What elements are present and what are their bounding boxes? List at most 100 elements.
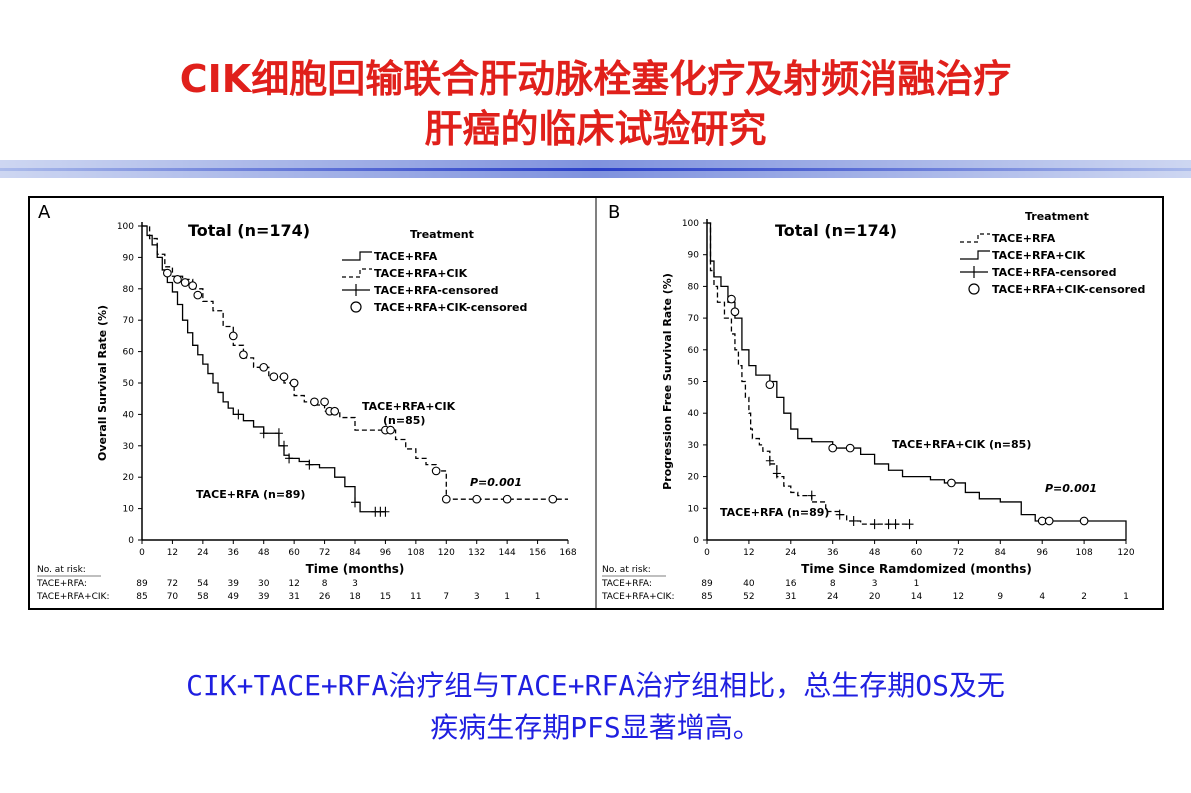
panel-b-risk-value: 9 [997, 592, 1003, 602]
panel-b-risk-value: 4 [1039, 592, 1045, 602]
panel-b-risk-value: 8 [830, 579, 836, 589]
panel-a-risk-value: 54 [197, 579, 209, 589]
panel-a-x-tick-label: 96 [380, 548, 392, 558]
panel-a-series-tace-rfa-cik-censor-mark [548, 494, 558, 504]
panel-a-series-tace-rfa-censor-mark [274, 428, 283, 439]
panel-b-series-tace-rfa-cik-censor-mark [947, 478, 956, 488]
panel-a-x-tick-label: 72 [319, 548, 330, 558]
panel-b-series-tace-rfa-censor-mark [884, 519, 893, 530]
panel-b-x-tick-label: 48 [869, 548, 881, 558]
panel-b-x-tick-label: 12 [743, 548, 754, 558]
panel-b-risk-value: 52 [743, 592, 754, 602]
panel-a-series-tace-rfa-cik-censor-mark [431, 466, 441, 476]
panel-a-y-tick-label: 50 [123, 379, 135, 389]
panel-a-series-tace-rfa-censor-mark [381, 506, 390, 517]
panel-a-label: A [38, 202, 51, 223]
panel-b-series-tace-rfa-line [707, 222, 910, 525]
panel-a-series-tace-rfa-cik-censor-mark [228, 331, 238, 341]
panel-b-annotation-p-value: P=0.001 [1045, 482, 1097, 495]
panel-a-risk-value: 1 [504, 592, 510, 602]
panel-a-x-tick-label: 156 [529, 548, 546, 558]
panel-a-x-tick-label: 36 [228, 548, 240, 558]
panel-a-legend-item-3-label: TACE+RFA+CIK-censored [374, 301, 527, 314]
panel-b-legend-item-3-label: TACE+RFA+CIK-censored [992, 283, 1145, 296]
panel-b-y-axis-label: Progression Free Survival Rate (%) [661, 273, 674, 490]
panel-b-series-tace-rfa-censor-mark [772, 468, 781, 479]
panel-b-x-tick-label: 24 [785, 548, 797, 558]
panel-a-legend-item-0-line [342, 251, 372, 261]
panel-b-x-tick-label: 60 [911, 548, 923, 558]
panel-a-y-tick-label: 100 [117, 222, 134, 232]
panel-a-legend-item-2-label: TACE+RFA-censored [374, 284, 498, 297]
title-divider-line [0, 168, 1191, 171]
panel-a-legend-item-0-label: TACE+RFA [374, 250, 438, 263]
panel-a-series-tace-rfa-cik-censor-mark [269, 372, 279, 382]
panel-a-annotation-p-value: P=0.001 [470, 476, 522, 489]
panel-b-series-tace-rfa-censor-mark [870, 519, 879, 530]
panel-a-series-tace-rfa-censor-mark [234, 409, 243, 420]
panel-a-y-tick-label: 0 [128, 536, 134, 546]
panel-b-label: B [608, 202, 620, 223]
panel-b-risk-header: No. at risk: [602, 565, 651, 575]
panel-b-risk-value: 3 [872, 579, 878, 589]
panel-a-x-tick-label: 84 [349, 548, 361, 558]
panel-b-risk-value: 31 [785, 592, 796, 602]
panel-b-risk-value: 14 [911, 592, 923, 602]
panel-a-x-tick-label: 0 [139, 548, 145, 558]
panel-a-y-tick-label: 20 [123, 473, 135, 483]
panel-b-x-tick-label: 84 [995, 548, 1007, 558]
panel-b-legend-item-0-line [960, 233, 990, 243]
conclusion-line1: CIK+TACE+RFA治疗组与TACE+RFA治疗组相比，总生存期OS及无 [186, 669, 1005, 702]
panel-a-y-tick-label: 70 [123, 316, 135, 326]
panel-b-series-tace-rfa-cik-censor-mark [765, 380, 775, 390]
panel-b-x-tick-label: 72 [953, 548, 964, 558]
panel-b-title: Total (n=174) [775, 221, 897, 240]
panel-a-series-tace-rfa-cik-censor-mark [502, 494, 512, 504]
panel-b-x-tick-label: 36 [827, 548, 839, 558]
panel-b-legend-item-1-label: TACE+RFA+CIK [992, 249, 1086, 262]
panel-a-annotation-rfa: TACE+RFA (n=89) [196, 488, 305, 501]
panel-a-x-axis-label: Time (months) [306, 562, 405, 576]
panel-b-risk-value: 16 [785, 579, 797, 589]
panel-b-legend-item-0-label: TACE+RFA [992, 232, 1056, 245]
panel-a-series-tace-rfa-cik-censor-mark [320, 397, 329, 407]
panel-a-series-tace-rfa-cik-censor-mark [193, 290, 203, 300]
panel-a-series-tace-rfa-cik-censor-mark [386, 425, 395, 435]
panel-b-risk-value: 40 [743, 579, 755, 589]
panel-b-risk-value: 1 [1123, 592, 1129, 602]
panel-a-risk-value: 72 [167, 579, 178, 589]
panel-a-legend-title: Treatment [410, 228, 474, 241]
panel-b-x-tick-label: 120 [1117, 548, 1134, 558]
panel-a-x-tick-label: 48 [258, 548, 270, 558]
panel-a-series-tace-rfa-cik-censor-mark [472, 494, 482, 504]
panel-b-x-tick-label: 96 [1036, 548, 1048, 558]
panel-b-x-tick-label: 108 [1076, 548, 1093, 558]
panel-a-annotation-cik-line2: (n=85) [383, 414, 425, 427]
panel-b-risk-value: 12 [953, 592, 964, 602]
panel-b-legend-item-2-label: TACE+RFA-censored [992, 266, 1116, 279]
panel-b-series-tace-rfa-cik-censor-mark [1044, 516, 1054, 526]
panel-b-legend-item-1-line [960, 250, 990, 260]
panel-a-risk-value: 11 [410, 592, 421, 602]
panel-a-series-tace-rfa-cik-censor-mark [289, 378, 299, 388]
panel-a-risk-value: 8 [322, 579, 328, 589]
panel-a-risk-value: 15 [380, 592, 391, 602]
panel-a-y-tick-label: 10 [123, 505, 135, 515]
panel-a-risk-value: 3 [352, 579, 358, 589]
panel-a-series-tace-rfa-cik-censor-mark [310, 397, 319, 407]
panel-a-legend-item-1-label: TACE+RFA+CIK [374, 267, 468, 280]
panel-b-series-tace-rfa-censor-mark [891, 519, 900, 530]
panel-b-risk-value: 20 [869, 592, 881, 602]
panel-b-risk-value: 2 [1081, 592, 1087, 602]
panel-a-risk-value: 58 [197, 592, 209, 602]
panel-b-y-tick-label: 40 [688, 409, 700, 419]
panel-a-risk-value: 39 [258, 592, 270, 602]
panel-b-legend-title: Treatment [1025, 210, 1089, 223]
panel-b-series-tace-rfa-censor-mark [835, 509, 844, 520]
panel-a-risk-value: 26 [319, 592, 331, 602]
panel-b-series-tace-rfa-censor-mark [765, 455, 774, 466]
panel-a-risk-value: 12 [288, 579, 299, 589]
panel-b-y-tick-label: 60 [688, 346, 700, 356]
panel-a-legend-item-1-line [342, 268, 372, 278]
panel-a-series-tace-rfa-cik-censor-mark [279, 372, 289, 382]
